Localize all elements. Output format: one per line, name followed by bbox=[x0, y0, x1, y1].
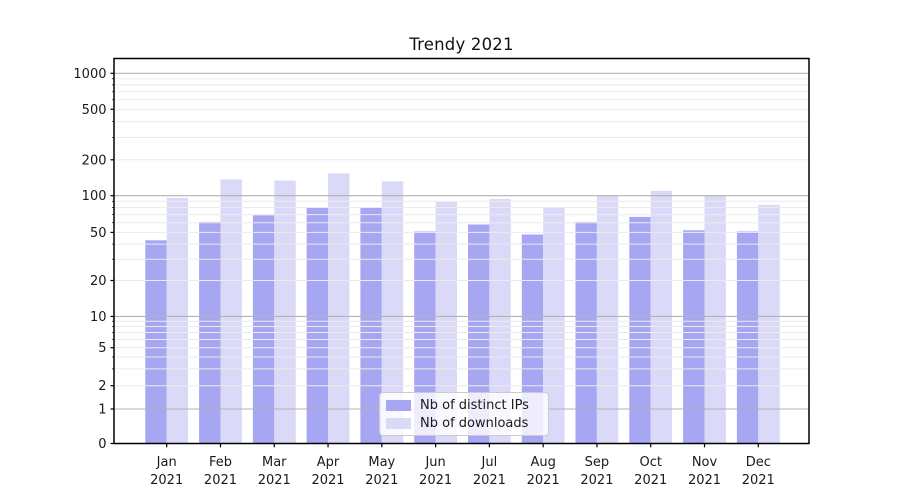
bar-dec-distinct_ips bbox=[736, 231, 759, 444]
y-tick-label: 20 bbox=[90, 274, 107, 289]
x-tick-label-month: Oct bbox=[639, 455, 661, 470]
x-tick-label-year: 2021 bbox=[580, 473, 613, 488]
y-tick-label: 1000 bbox=[73, 67, 106, 82]
bar-apr-distinct_ips bbox=[306, 207, 328, 444]
x-tick-label-year: 2021 bbox=[688, 473, 721, 488]
minor-gridlines bbox=[114, 78, 809, 387]
bar-nov-downloads bbox=[704, 195, 726, 444]
bar-nov-distinct_ips bbox=[683, 230, 705, 444]
x-tick-label-year: 2021 bbox=[419, 473, 452, 488]
bar-jan-distinct_ips bbox=[145, 240, 167, 444]
x-tick-label-month: Dec bbox=[746, 455, 771, 470]
y-tick-label: 10 bbox=[90, 310, 107, 325]
bar-dec-downloads bbox=[758, 204, 780, 444]
legend-item-downloads: Nb of downloads bbox=[386, 414, 540, 432]
y-tick-label: 0 bbox=[98, 437, 106, 452]
x-tick-label-year: 2021 bbox=[634, 473, 667, 488]
legend-item-distinct-ips: Nb of distinct IPs bbox=[386, 396, 540, 414]
x-tick-label-month: May bbox=[368, 455, 395, 470]
y-tick-label: 200 bbox=[82, 153, 107, 168]
x-tick-label-year: 2021 bbox=[258, 473, 291, 488]
bar-apr-downloads bbox=[328, 173, 350, 444]
axes-spines bbox=[113, 57, 810, 445]
x-tick-label-year: 2021 bbox=[473, 473, 506, 488]
bar-jul-distinct_ips bbox=[468, 224, 490, 444]
x-tick-label-month: Aug bbox=[530, 455, 555, 470]
y-tick-label: 100 bbox=[82, 189, 107, 204]
y-tick-label: 50 bbox=[90, 226, 107, 241]
bar-may-downloads bbox=[381, 181, 404, 444]
chart-title: Trendy 2021 bbox=[409, 35, 514, 54]
bar-mar-downloads bbox=[274, 180, 296, 444]
x-tick-label-month: Sep bbox=[585, 455, 610, 470]
legend-label-downloads: Nb of downloads bbox=[420, 415, 529, 431]
plot-border bbox=[113, 57, 810, 445]
x-tick-label-month: Apr bbox=[317, 455, 340, 470]
tick-marks bbox=[110, 72, 759, 448]
x-tick-label-month: Nov bbox=[692, 455, 718, 470]
x-tick-label-year: 2021 bbox=[150, 473, 183, 488]
legend-swatch-distinct-ips bbox=[386, 399, 411, 411]
bar-mar-distinct_ips bbox=[252, 215, 275, 444]
bar-oct-distinct_ips bbox=[629, 216, 651, 444]
bar-sep-downloads bbox=[596, 195, 619, 444]
bar-feb-downloads bbox=[220, 179, 242, 444]
x-tick-label-year: 2021 bbox=[204, 473, 237, 488]
legend: Nb of distinct IPs Nb of downloads bbox=[379, 392, 549, 436]
y-tick-label: 500 bbox=[82, 103, 107, 118]
y-tick-label: 1 bbox=[98, 403, 106, 418]
y-tick-labels: 0 1 2 5 10 20 50 100 200 500 1000 bbox=[73, 67, 106, 452]
x-tick-label-year: 2021 bbox=[365, 473, 398, 488]
bar-jun-downloads bbox=[435, 201, 457, 444]
bar-may-distinct_ips bbox=[360, 207, 382, 444]
x-tick-label-month: Jul bbox=[481, 455, 498, 470]
bar-oct-downloads bbox=[650, 190, 673, 444]
x-tick-label-month: Feb bbox=[209, 455, 232, 470]
x-tick-label-year: 2021 bbox=[742, 473, 775, 488]
x-tick-label-year: 2021 bbox=[527, 473, 560, 488]
bar-aug-downloads bbox=[543, 207, 565, 444]
legend-label-distinct-ips: Nb of distinct IPs bbox=[420, 397, 529, 413]
y-tick-label: 5 bbox=[98, 341, 106, 356]
bar-jun-distinct_ips bbox=[414, 231, 436, 444]
x-tick-label-year: 2021 bbox=[311, 473, 344, 488]
legend-swatch-downloads bbox=[386, 417, 411, 429]
x-tick-label-month: Jun bbox=[424, 455, 445, 470]
x-tick-labels: Jan 2021 Feb 2021 Mar 2021 Apr 2021 May 2021 Jun 20… bbox=[150, 455, 775, 488]
x-tick-label-month: Jan bbox=[156, 455, 177, 470]
y-tick-label: 2 bbox=[98, 379, 106, 394]
x-tick-label-month: Mar bbox=[262, 455, 287, 470]
